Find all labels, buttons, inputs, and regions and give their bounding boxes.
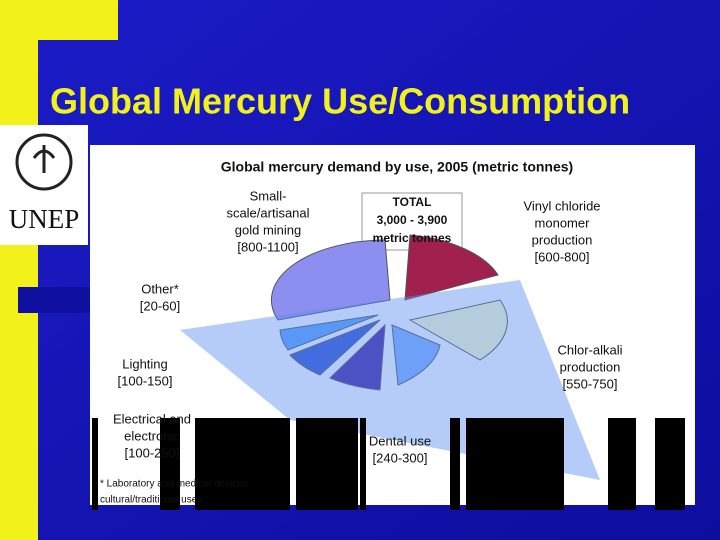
- pie-slice: [289, 319, 381, 376]
- slide-title: Global Mercury Use/Consumption: [50, 81, 630, 122]
- chart-label: [800-1100]: [237, 239, 298, 254]
- logo-emblem: [32, 145, 56, 173]
- chart-label: scale/artisanal: [226, 205, 309, 220]
- pie-slice: [408, 299, 508, 361]
- chart-label: cultural/traditional uses: [100, 495, 202, 506]
- chart-label: Small-: [250, 188, 287, 203]
- pie-slice: [279, 314, 379, 351]
- pie-slice: [329, 323, 386, 391]
- chart-label: Vinyl chloride: [523, 198, 600, 213]
- occlusion: [92, 418, 685, 510]
- chart-label: [100-250]: [125, 445, 180, 460]
- chart-label: gold mining: [235, 222, 302, 237]
- chart-label: Other*: [141, 281, 179, 296]
- pie-slice: [270, 239, 391, 321]
- accent: [0, 0, 38, 540]
- chart-label: Lighting: [122, 356, 168, 371]
- chart-title: Global mercury demand by use, 2005 (metr…: [221, 159, 573, 175]
- chart-label: [20-60]: [140, 298, 180, 313]
- pie-slice: [391, 324, 441, 386]
- pie-slice: [404, 234, 499, 301]
- logo-text: UNEP: [9, 204, 80, 234]
- chart-label: 3,000 - 3,900: [377, 213, 448, 227]
- chart-label: * Laboratory and medical devices,: [100, 479, 251, 490]
- chart-label: [240-300]: [373, 450, 428, 465]
- chart-label: metric tonnes: [373, 231, 452, 245]
- chart-label: electronic: [124, 428, 180, 443]
- chart-label: [100-150]: [118, 373, 173, 388]
- chart-label: Dental use: [369, 433, 431, 448]
- chart-label: [600-800]: [535, 249, 590, 264]
- chart-label: TOTAL: [393, 195, 432, 209]
- chart-label: monomer: [535, 215, 591, 230]
- logo-emblem: [15, 133, 73, 191]
- chart-label: [550-750]: [563, 376, 618, 391]
- chart-label: Chlor-alkali: [557, 342, 622, 357]
- chart-label: production: [560, 359, 621, 374]
- chart-label: Electrical and: [113, 411, 191, 426]
- chart-label: production: [532, 232, 593, 247]
